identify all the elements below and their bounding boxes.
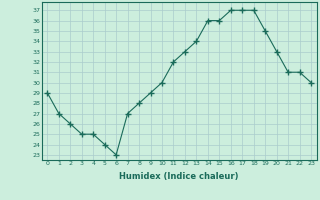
X-axis label: Humidex (Indice chaleur): Humidex (Indice chaleur): [119, 172, 239, 181]
